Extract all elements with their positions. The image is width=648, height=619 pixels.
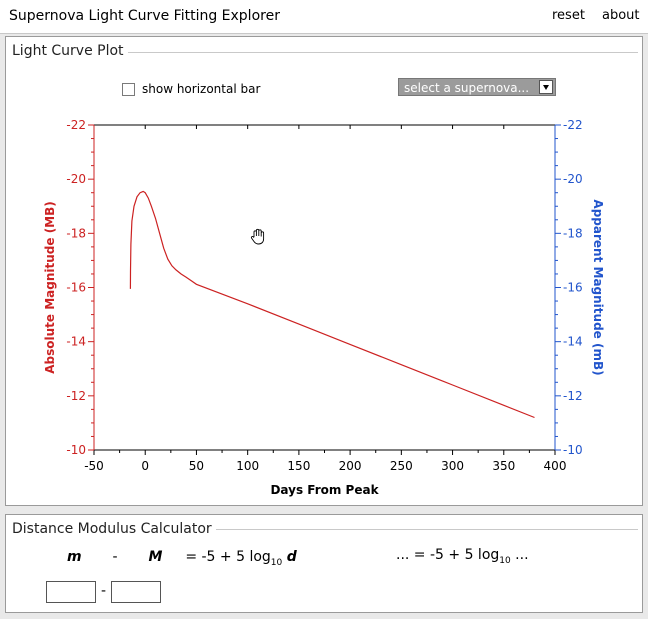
plot-frame — [93, 124, 556, 451]
x-tick-label: 400 — [544, 459, 567, 473]
horizontal-bar-checkbox[interactable] — [122, 82, 135, 96]
x-tick-label: 250 — [390, 459, 413, 473]
formula-minus: - — [112, 549, 118, 565]
y-right-tick-label: -12 — [563, 389, 583, 403]
y-left-tick-label: -20 — [66, 172, 86, 186]
distance-modulus-panel-title: Distance Modulus Calculator — [12, 521, 212, 537]
light-curve-chart[interactable]: -50 0 50 100 150 200 250 300 350 400 -22 -22 -20 -20 -… — [0, 0, 648, 510]
hand-cursor-icon — [251, 228, 265, 245]
x-tick-label: 100 — [236, 459, 259, 473]
distance-modulus-panel: Distance Modulus Calculator m - M = -5 +… — [5, 514, 643, 613]
log-base: 10 — [270, 557, 283, 568]
y-left-tick-label: -14 — [66, 335, 86, 349]
absolute-mag-symbol: M — [148, 549, 163, 565]
light-curve-panel-title: Light Curve Plot — [12, 43, 124, 59]
y-left-tick-label: -10 — [66, 443, 86, 457]
x-tick-label: 200 — [339, 459, 362, 473]
distance-modulus-formula: m - M = -5 + 5 log10 d — [67, 549, 297, 568]
title-bar: Supernova Light Curve Fitting Explorer r… — [0, 0, 648, 34]
apparent-mag-input[interactable] — [46, 581, 96, 603]
absolute-mag-input[interactable] — [111, 581, 161, 603]
y-left-tick-label: -22 — [66, 118, 86, 132]
apparent-mag-symbol: m — [67, 549, 82, 565]
horizontal-bar-label: show horizontal bar — [142, 82, 261, 96]
x-tick-label: 150 — [287, 459, 310, 473]
y-left-tick-label: -16 — [66, 281, 86, 295]
input-minus: - — [101, 583, 107, 599]
x-tick-label: 50 — [189, 459, 204, 473]
x-tick-label: 350 — [492, 459, 515, 473]
chevron-down-icon[interactable] — [539, 80, 553, 94]
panel-divider — [216, 529, 638, 530]
result-log-base: 10 — [499, 555, 511, 566]
y-right-tick-label: -16 — [563, 281, 583, 295]
y-right-tick-label: -22 — [563, 118, 583, 132]
y-left-axis-label: Absolute Magnitude (MB) — [43, 201, 57, 374]
y-right-tick-label: -20 — [563, 172, 583, 186]
distance-modulus-result: ... = -5 + 5 log10 ... — [396, 547, 529, 566]
formula-rhs: = -5 + 5 log — [185, 549, 271, 565]
y-right-tick-label: -14 — [563, 335, 583, 349]
y-right-tick-label: -18 — [563, 226, 583, 240]
y-left-tick-label: -12 — [66, 389, 86, 403]
y-right-axis-label: Apparent Magnitude (mB) — [591, 199, 605, 375]
y-left-tick-label: -18 — [66, 226, 86, 240]
reset-link[interactable]: reset — [552, 8, 585, 23]
supernova-select[interactable]: select a supernova... — [398, 78, 556, 96]
x-tick-label: 300 — [441, 459, 464, 473]
distance-symbol: d — [286, 549, 297, 565]
light-curve-line — [129, 190, 535, 419]
result-trail: ... — [510, 547, 529, 563]
panel-divider — [128, 52, 638, 53]
x-axis-label: Days From Peak — [270, 483, 379, 497]
x-tick-label: 0 — [141, 459, 149, 473]
horizontal-bar-toggle[interactable]: show horizontal bar — [122, 82, 260, 96]
about-link[interactable]: about — [602, 8, 640, 23]
supernova-select-value: select a supernova... — [404, 81, 530, 95]
result-rhs: ... = -5 + 5 log — [396, 547, 500, 563]
x-tick-label: -50 — [84, 459, 104, 473]
y-right-tick-label: -10 — [563, 443, 583, 457]
app-title: Supernova Light Curve Fitting Explorer — [9, 8, 280, 24]
